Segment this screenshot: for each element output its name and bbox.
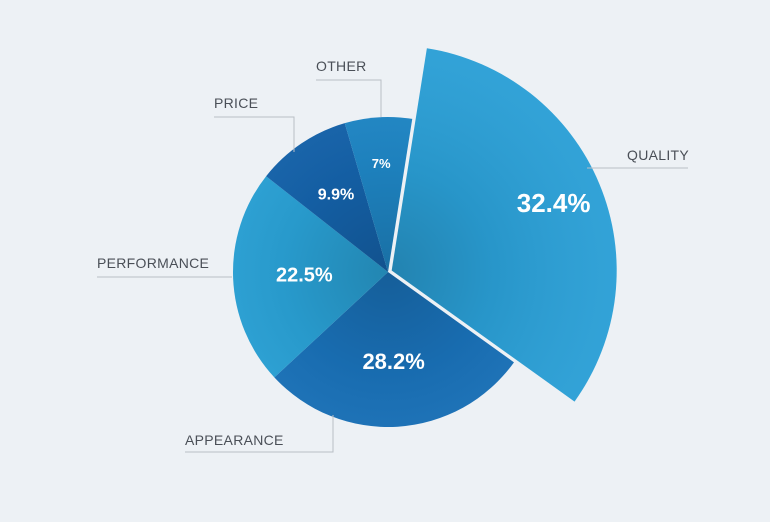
category-label-price: PRICE [214,95,258,111]
pie-slice-shading-price [266,123,388,272]
value-label-performance: 22.5% [276,264,333,286]
value-label-quality: 32.4% [517,188,591,218]
value-label-price: 9.9% [318,186,354,203]
category-label-quality: QUALITY [627,147,689,163]
category-label-appearance: APPEARANCE [185,432,284,448]
pie-slice-shading-quality [391,48,617,402]
leader-line-appearance [185,415,334,453]
category-label-other: OTHER [316,58,367,74]
category-label-performance: PERFORMANCE [97,255,209,271]
value-label-appearance: 28.2% [362,349,424,374]
pie-slice-shading-other [344,116,413,272]
leader-line-other [316,79,382,117]
pie-slice-shading-appearance [274,272,514,427]
leader-line-price [214,116,295,152]
value-label-other: 7% [372,156,391,171]
pie-slice-shading-performance [233,176,388,378]
